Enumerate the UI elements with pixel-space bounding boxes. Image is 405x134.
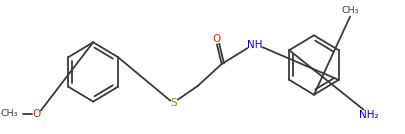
Text: CH₃: CH₃ — [341, 6, 358, 15]
Text: O: O — [212, 34, 220, 44]
Text: O: O — [32, 109, 40, 118]
Text: CH₃: CH₃ — [0, 109, 18, 118]
Text: NH: NH — [247, 40, 262, 50]
Text: NH₂: NH₂ — [358, 109, 378, 120]
Text: S: S — [171, 98, 177, 108]
